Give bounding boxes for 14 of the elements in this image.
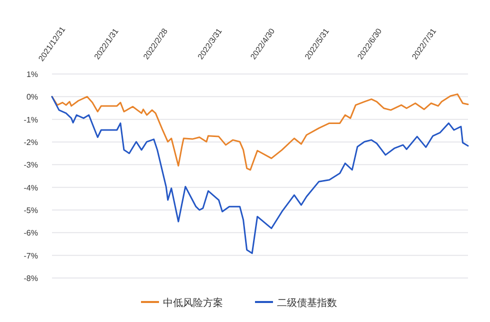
line-series: [51, 93, 469, 171]
y-tick-label: -8%: [24, 274, 38, 283]
y-tick-label: -6%: [24, 228, 38, 238]
line-series: [51, 96, 469, 254]
y-tick-label: 1%: [26, 70, 38, 79]
y-tick-label: -1%: [24, 115, 38, 124]
y-tick-label: -2%: [24, 138, 38, 147]
legend-label: 中低风险方案: [163, 297, 223, 309]
y-tick-label: -7%: [24, 251, 38, 260]
y-tick-label: -4%: [24, 183, 38, 192]
y-tick-label: 0%: [26, 92, 38, 102]
y-tick-label: -5%: [24, 206, 38, 215]
legend-label: 二级债基指数: [277, 297, 337, 309]
y-tick-label: -3%: [24, 160, 38, 170]
